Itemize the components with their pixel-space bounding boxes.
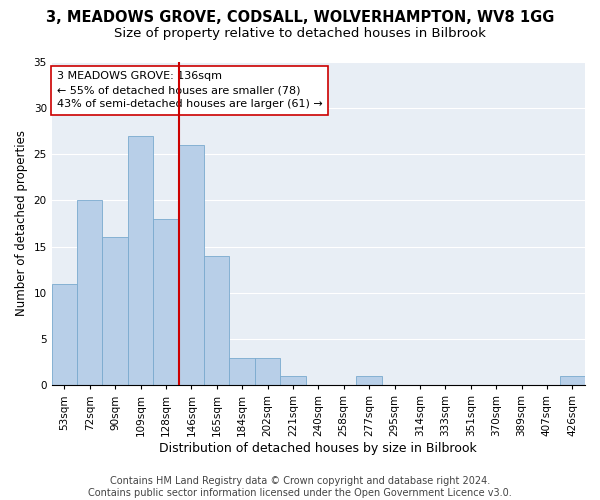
Bar	[255, 358, 280, 386]
Bar	[560, 376, 585, 386]
Bar	[77, 200, 103, 386]
Bar	[128, 136, 153, 386]
Bar	[229, 358, 255, 386]
Y-axis label: Number of detached properties: Number of detached properties	[15, 130, 28, 316]
Text: Contains HM Land Registry data © Crown copyright and database right 2024.
Contai: Contains HM Land Registry data © Crown c…	[88, 476, 512, 498]
Bar	[356, 376, 382, 386]
Text: Size of property relative to detached houses in Bilbrook: Size of property relative to detached ho…	[114, 28, 486, 40]
Bar	[153, 219, 179, 386]
Bar	[204, 256, 229, 386]
Bar	[179, 145, 204, 386]
X-axis label: Distribution of detached houses by size in Bilbrook: Distribution of detached houses by size …	[160, 442, 477, 455]
Bar	[280, 376, 305, 386]
Bar	[103, 238, 128, 386]
Text: 3, MEADOWS GROVE, CODSALL, WOLVERHAMPTON, WV8 1GG: 3, MEADOWS GROVE, CODSALL, WOLVERHAMPTON…	[46, 10, 554, 25]
Text: 3 MEADOWS GROVE: 136sqm
← 55% of detached houses are smaller (78)
43% of semi-de: 3 MEADOWS GROVE: 136sqm ← 55% of detache…	[57, 71, 323, 109]
Bar	[52, 284, 77, 386]
